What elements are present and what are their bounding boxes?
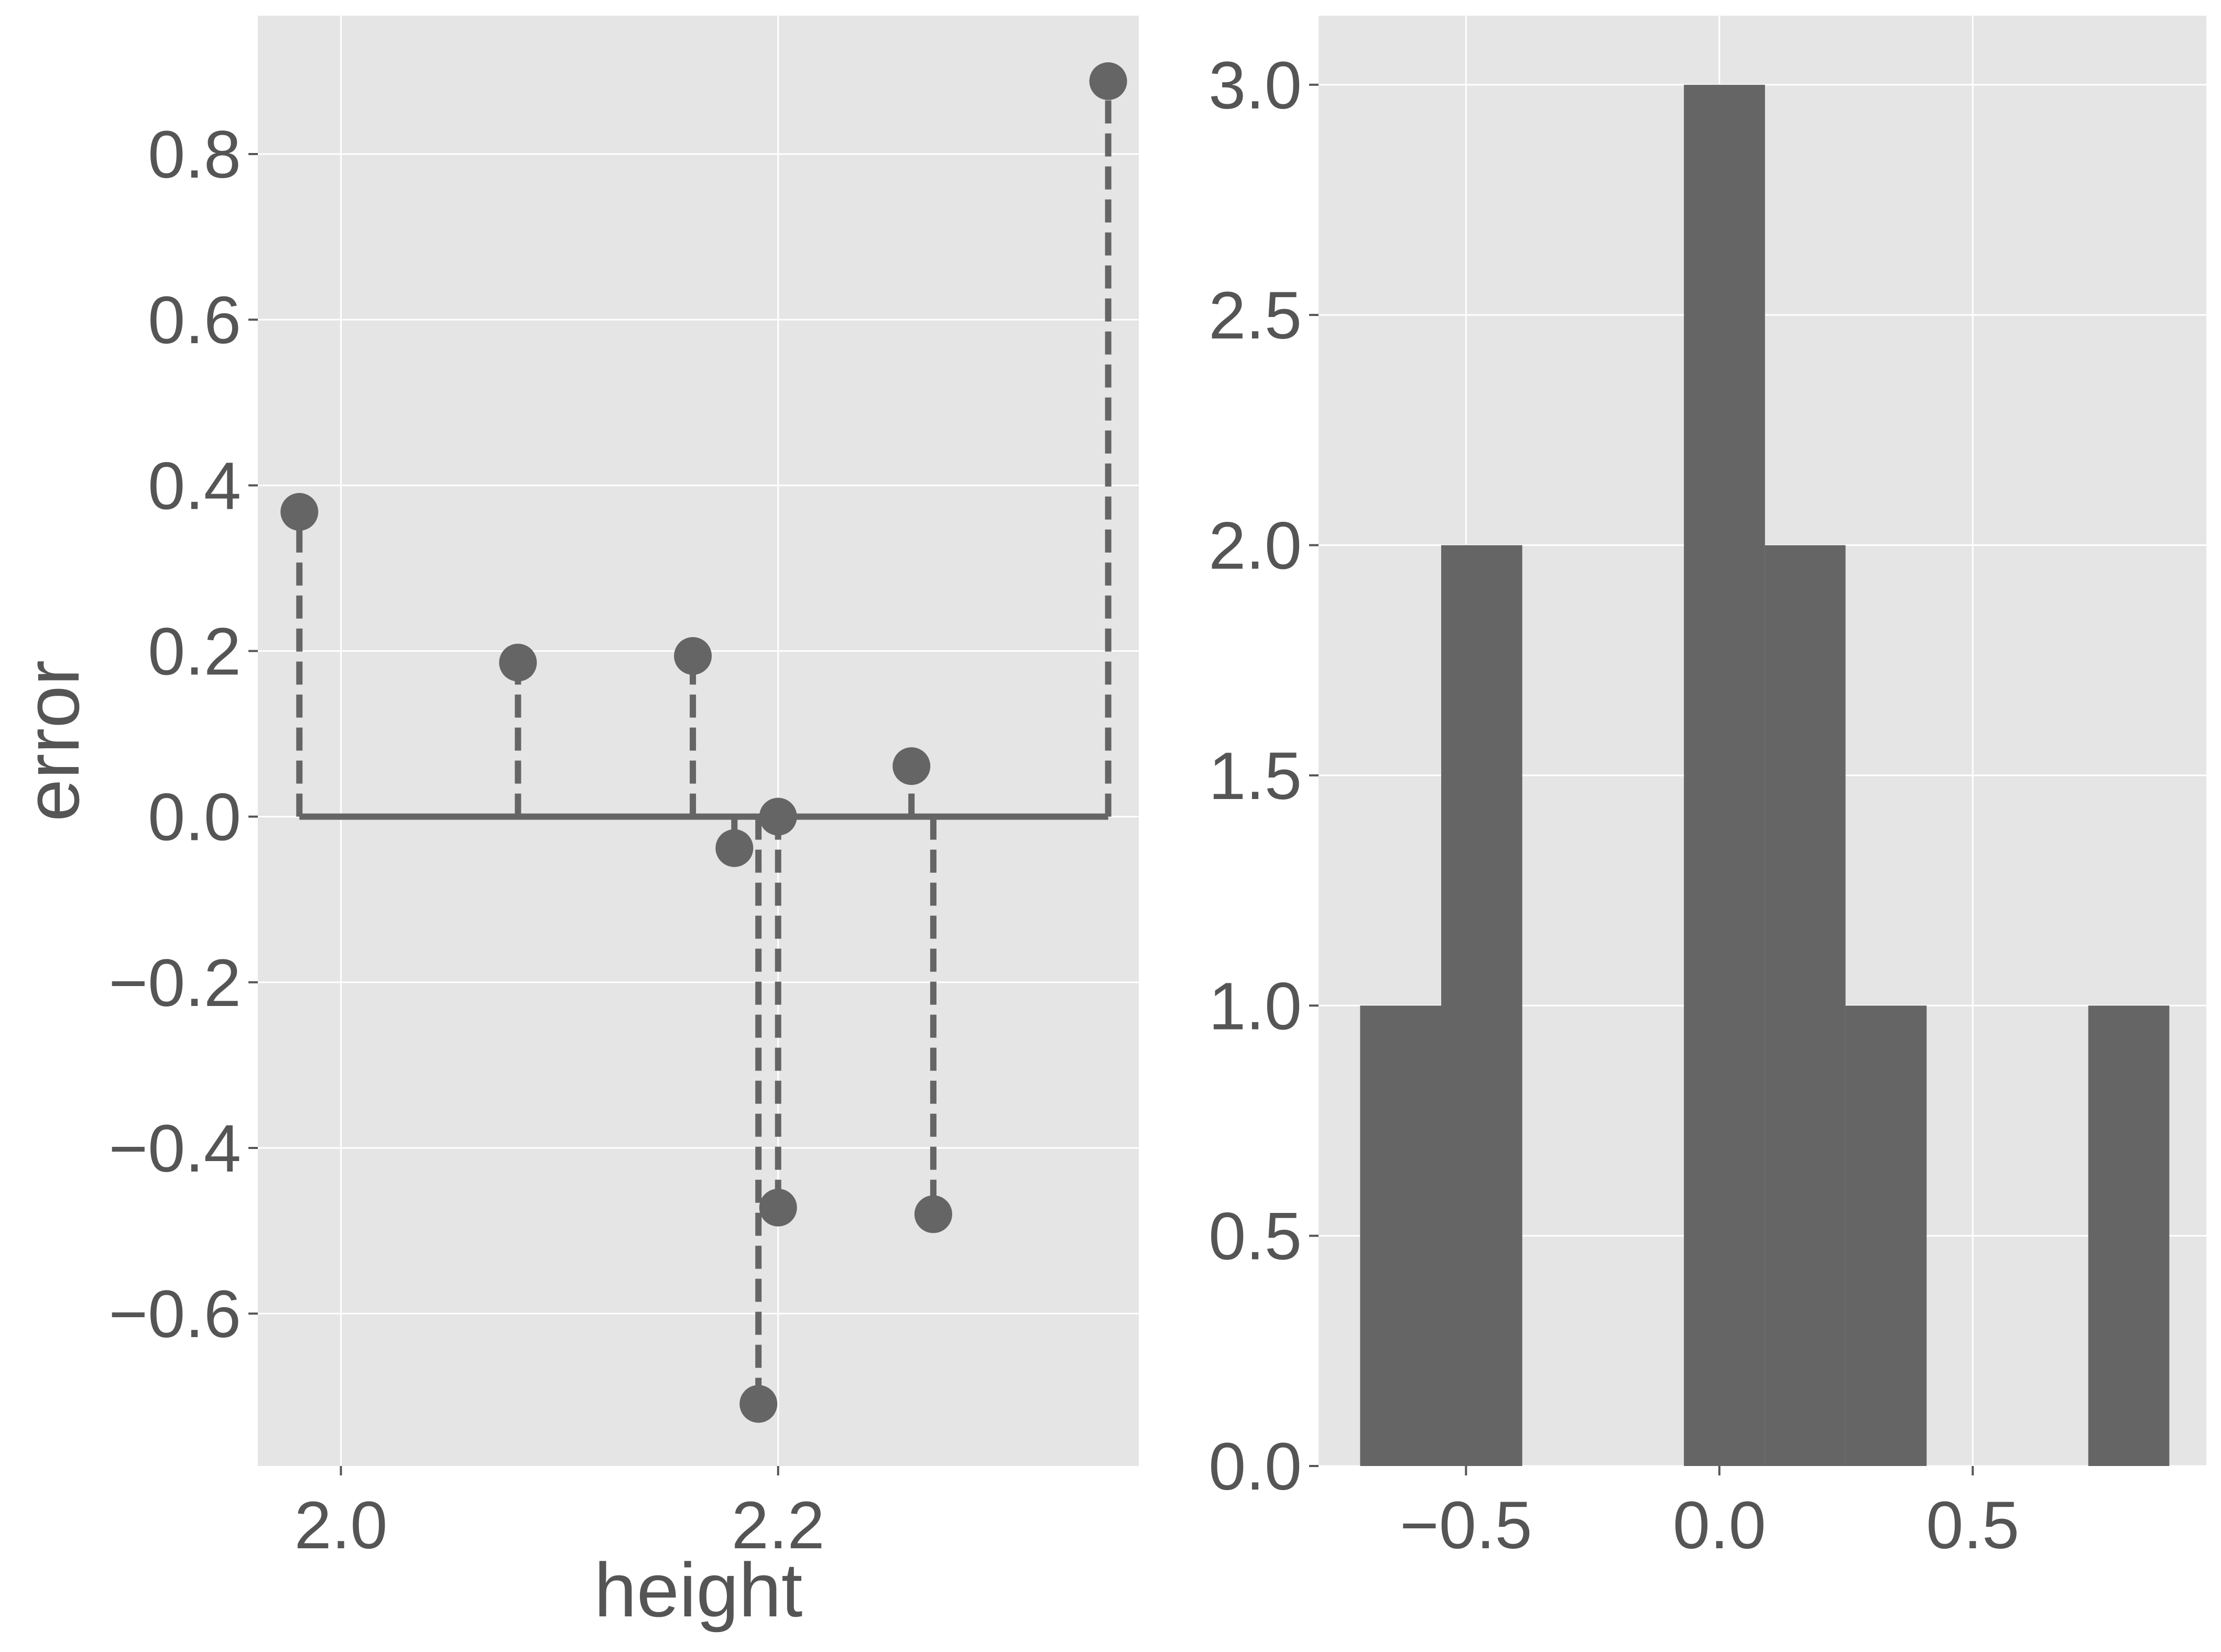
x-axis-label: height: [594, 1547, 803, 1633]
x-tick-label: 0.0: [1673, 1488, 1766, 1563]
stem-marker: [499, 643, 537, 682]
histogram-bar: [2088, 1005, 2170, 1466]
x-tick-label: 2.2: [732, 1488, 825, 1563]
stem-marker: [914, 1195, 952, 1233]
y-tick-label: −0.2: [108, 946, 241, 1021]
y-tick-label: −0.4: [108, 1111, 241, 1186]
stem-marker: [892, 747, 931, 785]
x-tick-label: 0.5: [1926, 1488, 2019, 1563]
stem-marker: [1089, 62, 1127, 100]
y-tick-label: 2.0: [1209, 509, 1302, 584]
y-tick-label: 0.4: [148, 448, 241, 523]
y-axis-label: error: [9, 660, 95, 822]
y-tick-label: 0.6: [148, 283, 241, 358]
residual-histogram: −0.5 0.0 0.5 0.0 0.5 1.0 1.5 2.0 2.5 3.0: [1209, 16, 2206, 1563]
y-tick-label: 1.5: [1209, 739, 1302, 814]
y-tick-label: 0.5: [1209, 1199, 1302, 1274]
histogram-bar: [1765, 545, 1846, 1466]
stem-marker: [739, 1385, 778, 1423]
histogram-bar: [1684, 84, 1765, 1466]
stem-marker: [280, 493, 319, 531]
y-tick-label: 0.0: [148, 780, 241, 855]
histogram-bar: [1360, 1005, 1441, 1466]
stem-marker: [715, 829, 754, 867]
x-tick-label: −0.5: [1400, 1488, 1532, 1563]
y-tick-label: 0.2: [148, 614, 241, 689]
x-tick-label: 2.0: [295, 1488, 388, 1563]
y-tick-label: 0.0: [1209, 1429, 1302, 1504]
histogram-bar: [1845, 1005, 1927, 1466]
y-tick-label: 0.8: [148, 117, 241, 192]
plot-background: [258, 16, 1139, 1466]
stem-marker: [759, 797, 797, 836]
y-tick-label: −0.6: [108, 1277, 241, 1352]
histogram-bar: [1441, 545, 1522, 1466]
stem-marker: [759, 1188, 797, 1227]
y-tick-label: 3.0: [1209, 48, 1302, 123]
y-tick-label: 1.0: [1209, 969, 1302, 1044]
stem-marker: [674, 637, 712, 675]
y-tick-label: 2.5: [1209, 278, 1302, 353]
residual-stem-plot: 2.0 2.2 −0.6 −0.4 −0.2 0.0 0.2 0.4 0.6 0.8 height e…: [9, 16, 1139, 1633]
